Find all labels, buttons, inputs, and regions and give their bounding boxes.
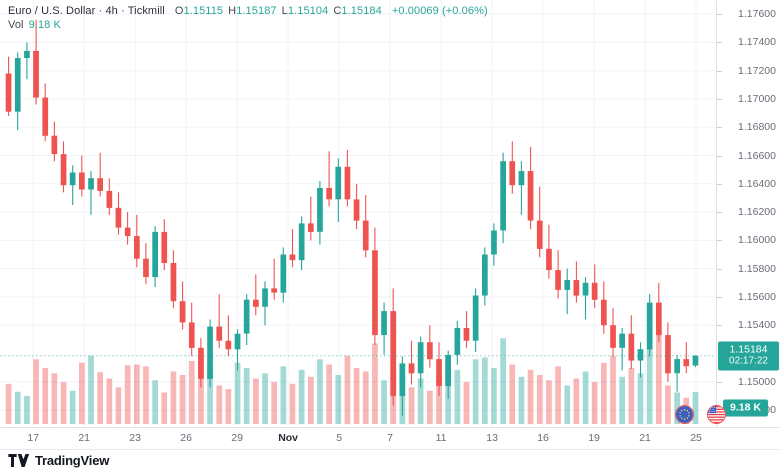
price-tick-dash: [717, 212, 722, 214]
price-tick-label: 1.17400: [738, 36, 776, 49]
price-tick-label: 1.16200: [738, 206, 776, 219]
tradingview-logo[interactable]: TradingView: [8, 453, 109, 468]
price-tick-label: 1.15800: [738, 262, 776, 275]
current-price-value: 1.15184: [729, 343, 768, 356]
time-tick-label: 13: [486, 432, 498, 444]
time-tick-label: Nov: [278, 432, 299, 444]
price-tick-dash: [717, 296, 722, 298]
price-tick-label: 1.15400: [738, 319, 776, 332]
price-tick-label: 1.16000: [738, 234, 776, 247]
time-tick-label: 17: [27, 432, 40, 444]
price-tick-dash: [717, 381, 722, 383]
price-tick-dash: [717, 42, 722, 44]
us-flag-icon: [707, 405, 726, 424]
bottom-bar: TradingView: [0, 449, 780, 470]
price-tick-dash: [717, 127, 722, 129]
price-tick-label: 1.17000: [738, 92, 776, 105]
time-tick-label: 21: [639, 432, 651, 444]
price-tick-dash: [717, 268, 722, 270]
price-tick-label: 1.16600: [738, 149, 776, 162]
price-tick-label: 1.17200: [738, 64, 776, 77]
eu-flag-glyph: [676, 406, 693, 423]
bar-countdown: 02:17:22: [729, 355, 768, 367]
price-tick-dash: [717, 240, 722, 242]
time-tick-label: 7: [387, 432, 394, 444]
price-tick-label: 1.16800: [738, 121, 776, 134]
time-tick-label: 11: [435, 432, 447, 444]
time-tick-label: 29: [231, 432, 243, 444]
time-tick-label: 25: [690, 432, 702, 444]
tradingview-mark-icon: [8, 454, 30, 467]
tradingview-wordmark: TradingView: [35, 453, 110, 468]
volume-badge: 9.18 K: [723, 399, 768, 417]
time-axis[interactable]: 17 21 23 26 29 Nov 5 7 11 13 16 19 21 25: [0, 427, 780, 449]
time-tick-label: 23: [129, 432, 141, 444]
price-tick-dash: [717, 325, 722, 327]
price-tick-dash: [717, 70, 722, 72]
price-tick-dash: [717, 155, 722, 157]
price-tick-label: 1.16400: [738, 177, 776, 190]
price-tick-dash: [717, 14, 722, 16]
candlestick-series: [0, 19, 716, 425]
price-tick-label: 1.15600: [738, 290, 776, 303]
time-tick-label: 16: [537, 432, 549, 444]
current-price-badge: 1.15184 02:17:22: [718, 341, 779, 371]
us-flag-glyph: [708, 406, 725, 423]
price-tick-label: 1.15000: [738, 375, 776, 388]
eu-flag-icon: [675, 405, 694, 424]
time-tick-label: 21: [78, 432, 90, 444]
price-tick-label: 1.17600: [738, 8, 776, 21]
time-tick-label: 5: [336, 432, 343, 444]
time-tick-label: 26: [180, 432, 192, 444]
price-axis[interactable]: 1.15184 02:17:22 9.18 K 1.17600 1.17400 1.…: [716, 0, 780, 427]
price-tick-dash: [717, 183, 722, 185]
chart-pane[interactable]: [0, 0, 716, 427]
price-tick-dash: [717, 98, 722, 100]
time-tick-label: 19: [588, 432, 600, 444]
